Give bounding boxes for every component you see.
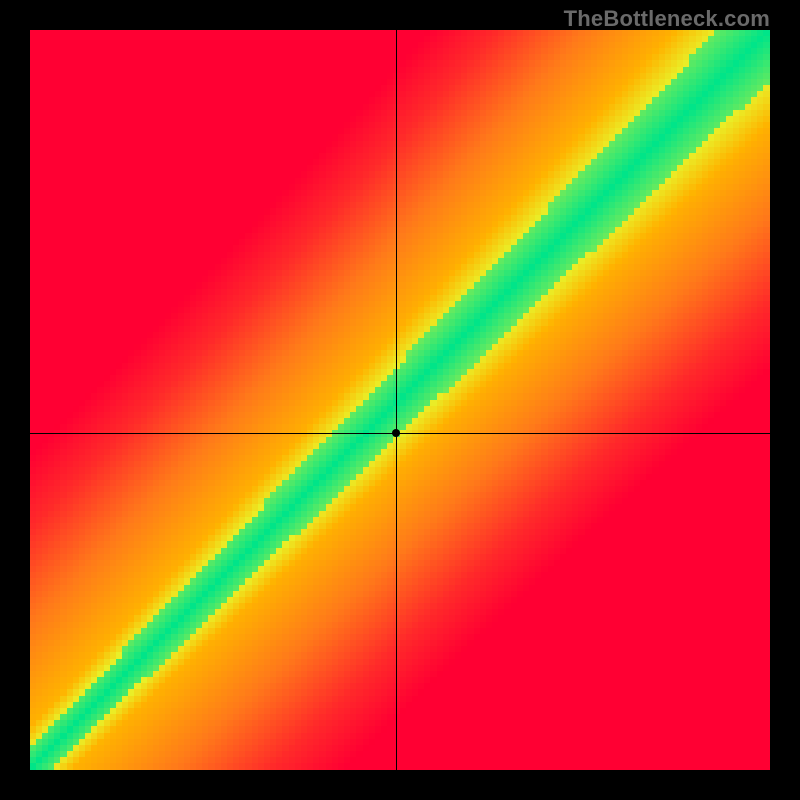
plot-frame bbox=[30, 30, 770, 770]
heatmap-canvas bbox=[30, 30, 770, 770]
watermark-text: TheBottleneck.com bbox=[564, 6, 770, 32]
crosshair-dot bbox=[392, 429, 400, 437]
crosshair-vertical bbox=[396, 30, 397, 770]
